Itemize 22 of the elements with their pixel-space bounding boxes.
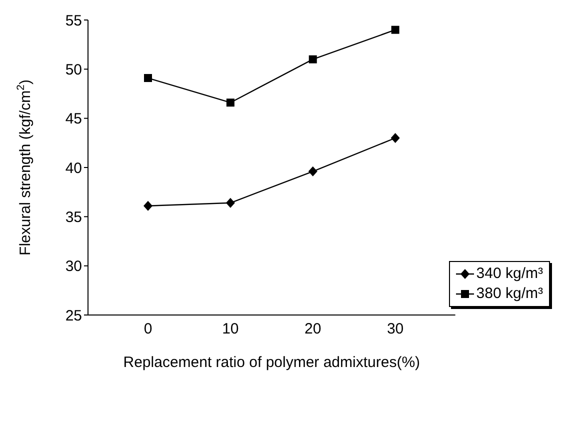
- y-tick-label: 50: [65, 61, 82, 78]
- point: [226, 98, 234, 107]
- point: [308, 55, 317, 64]
- point: [144, 200, 152, 211]
- x-tick-label: 30: [386, 320, 404, 338]
- point: [226, 198, 235, 208]
- y-tick-label: 40: [65, 160, 82, 177]
- y-tick-label: 30: [65, 258, 82, 276]
- point: [308, 166, 318, 176]
- x-tick-label: 0: [144, 320, 152, 338]
- point: [391, 26, 400, 34]
- x-tick-label: 20: [304, 320, 322, 338]
- y-tick-label: 45: [65, 110, 82, 128]
- x-tick-label: 10: [222, 320, 239, 338]
- y-tick-label: 35: [65, 208, 82, 226]
- legend-label: 380 kg/m³: [476, 284, 543, 304]
- legend-label: 340 kg/m³: [476, 264, 543, 284]
- point: [390, 133, 400, 143]
- y-tick-label: 55: [65, 12, 82, 30]
- x-axis-title: Replacement ratio of polymer admixtures(%): [123, 354, 420, 371]
- y-tick-label: 25: [65, 307, 82, 324]
- point: [144, 74, 152, 82]
